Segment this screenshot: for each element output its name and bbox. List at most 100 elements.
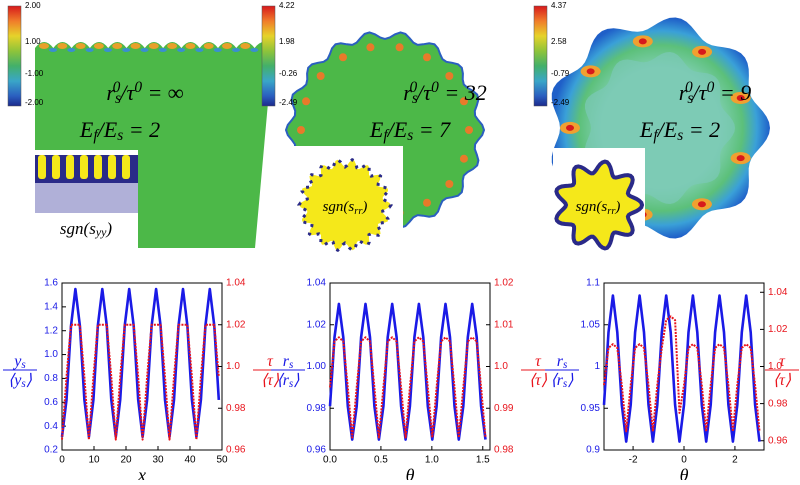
stress-spot [213, 48, 222, 52]
math-text: ⟨τ⟩ [773, 372, 792, 389]
x-axis-label: θ [680, 465, 689, 480]
math-sub: s [289, 359, 294, 371]
y-axis-label-denominator: ⟨ys⟩ [8, 372, 33, 390]
y2-tick-label: 1.02 [768, 324, 788, 335]
y-tick-label: 0.95 [581, 403, 601, 414]
x-tick-label: 1.0 [425, 455, 439, 466]
math-text: ⟩ [567, 372, 574, 389]
y2-tick-label: 0.98 [494, 445, 514, 456]
math-text: r [106, 80, 115, 105]
math-text: sgn(s [60, 219, 96, 238]
stress-spot [395, 43, 404, 52]
stress-spot [697, 201, 706, 208]
math-text: r [557, 353, 564, 370]
stress-spot [232, 48, 240, 52]
stress-spot [445, 72, 454, 81]
colorbar-tick-label: -2.49 [551, 98, 570, 107]
x-tick-label: 1.5 [476, 455, 490, 466]
math-text: ⟨r [276, 372, 289, 389]
stress-spot [130, 43, 141, 49]
y2-tick-label: 1.02 [226, 319, 246, 330]
math-text: sgn(s [576, 199, 608, 215]
colorbar-tick-label: 2.00 [25, 1, 41, 10]
stress-spot [638, 38, 647, 45]
y-tick-label: 1.0 [44, 349, 58, 360]
math-text: = ∞ [142, 80, 184, 105]
colorbar-tick-label: -2.00 [25, 98, 44, 107]
stress-spot [158, 48, 167, 52]
x-tick-label: 0.0 [323, 455, 337, 466]
stress-spot [465, 126, 473, 134]
y-tick-label: 1.02 [307, 319, 327, 330]
math-sup: 0 [431, 79, 439, 96]
energy-label: Ef/Es = 7 [369, 117, 451, 144]
math-sub: f [653, 127, 660, 144]
stress-spot [297, 126, 305, 134]
math-sub: s [21, 378, 26, 390]
math-sub: rr [607, 206, 616, 217]
stress-spot [148, 43, 159, 49]
stress-spot [57, 43, 68, 49]
colorbar-tick-label: -1.00 [25, 69, 44, 78]
colorbar-tick-label: 4.22 [279, 1, 295, 10]
stress-spot [122, 48, 131, 52]
colorbar-tick-label: -0.26 [279, 69, 298, 78]
math-sub: yy [95, 225, 107, 239]
inset-finger [52, 155, 60, 179]
math-text: ) [614, 199, 620, 215]
math-text: ⟨y [8, 372, 22, 389]
math-text: τ [267, 353, 274, 370]
inset-finger [66, 155, 74, 179]
stress-spot [195, 48, 204, 52]
x-tick-label: 0.5 [374, 455, 388, 466]
inset-shape [297, 158, 393, 252]
stress-spot [140, 48, 149, 52]
x-tick-label: 2 [732, 455, 738, 466]
stress-spot [49, 48, 57, 52]
x-tick-label: 10 [88, 455, 100, 466]
y-axis-label-numerator: rs [557, 353, 568, 371]
y2-axis-label-denominator: ⟨τ⟩ [773, 372, 792, 389]
stress-spot [316, 72, 325, 81]
math-sub: s [117, 127, 123, 144]
stress-spot [85, 48, 94, 52]
y2-tick-label: 0.99 [494, 403, 514, 414]
stress-spot [93, 43, 104, 49]
math-sub: f [383, 127, 390, 144]
math-text: = 2 [123, 117, 160, 142]
x-tick-label: -2 [629, 455, 638, 466]
x-axis-label: x [137, 465, 146, 480]
ratio-label: rs0/τ0 = 32 [403, 79, 486, 107]
energy-label: Ef/Es = 2 [639, 117, 720, 144]
math-text: /E [386, 117, 408, 142]
y2-tick-label: 1.04 [226, 278, 246, 289]
profile-charts: 0.20.40.60.81.01.21.41.60.960.981.01.021… [3, 278, 799, 485]
math-sub: f [93, 127, 100, 144]
y2-series-line [329, 336, 487, 439]
stress-spot [459, 154, 468, 163]
math-sup: 0 [113, 79, 121, 96]
colorbar-tick-label: -0.79 [551, 69, 570, 78]
inset-substrate [35, 183, 138, 213]
y2-series-line [61, 323, 220, 441]
x-tick-label: 50 [216, 455, 228, 466]
math-text: ⟨r [550, 372, 563, 389]
y2-tick-label: 1.02 [494, 278, 514, 289]
y-tick-label: 0.98 [307, 403, 327, 414]
y2-tick-label: 1.04 [768, 287, 788, 298]
inset-label: sgn(srr) [576, 199, 621, 216]
inset-finger [38, 155, 46, 179]
stress-spot [250, 48, 259, 52]
colorbar-tick-label: 2.58 [551, 37, 567, 46]
math-text: y [12, 353, 22, 370]
math-text: E [369, 117, 384, 142]
y-tick-label: 0.96 [307, 445, 327, 456]
stress-spot [736, 155, 745, 162]
y-tick-label: 0.9 [586, 445, 600, 456]
y-tick-label: 0.4 [44, 421, 58, 432]
math-text: ⟨τ⟩ [529, 372, 548, 389]
math-text: sgn(s [323, 199, 355, 215]
ratio-label: rs0/τ0 = ∞ [106, 79, 183, 107]
math-text: /E [656, 117, 678, 142]
